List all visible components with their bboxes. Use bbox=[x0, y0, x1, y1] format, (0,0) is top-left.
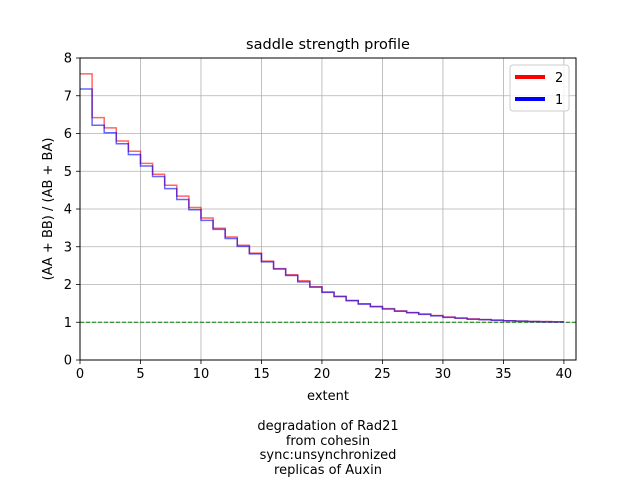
y-tick-label: 8 bbox=[64, 52, 72, 67]
y-axis-label: (AA + BB) / (AB + BA) bbox=[41, 138, 56, 281]
x-tick-label: 20 bbox=[314, 367, 331, 382]
x-tick-label: 10 bbox=[193, 367, 210, 382]
caption-line: from cohesin bbox=[285, 433, 371, 449]
legend-label-2: 2 bbox=[555, 71, 563, 86]
x-tick-label: 40 bbox=[556, 367, 573, 382]
caption-line: degradation of Rad21 bbox=[257, 419, 399, 434]
x-tick-label: 35 bbox=[495, 367, 512, 382]
y-tick-label: 7 bbox=[64, 89, 72, 104]
figure-caption: degradation of Rad21 from cohesin sync:u… bbox=[200, 419, 456, 478]
legend-label-1: 1 bbox=[555, 93, 563, 108]
y-tick-label: 0 bbox=[64, 354, 72, 369]
y-tick-label: 4 bbox=[64, 203, 72, 218]
x-tick-label: 15 bbox=[253, 367, 270, 382]
x-tick-label: 25 bbox=[374, 367, 391, 382]
y-tick-label: 6 bbox=[64, 127, 72, 142]
x-tick-label: 5 bbox=[136, 367, 144, 382]
series-line-1 bbox=[80, 88, 564, 323]
x-axis-label: extent bbox=[307, 389, 349, 404]
y-tick-label: 1 bbox=[64, 316, 72, 331]
caption-line: replicas of Auxin bbox=[274, 462, 382, 478]
legend: 21 bbox=[509, 64, 570, 112]
caption-line: sync:unsynchronized bbox=[259, 448, 397, 463]
chart-title: saddle strength profile bbox=[246, 37, 410, 53]
y-tick-label: 5 bbox=[64, 165, 72, 180]
y-tick-label: 2 bbox=[64, 278, 72, 293]
x-tick-label: 30 bbox=[435, 367, 452, 382]
x-tick-label: 0 bbox=[76, 367, 84, 382]
y-tick-label: 3 bbox=[64, 240, 72, 255]
